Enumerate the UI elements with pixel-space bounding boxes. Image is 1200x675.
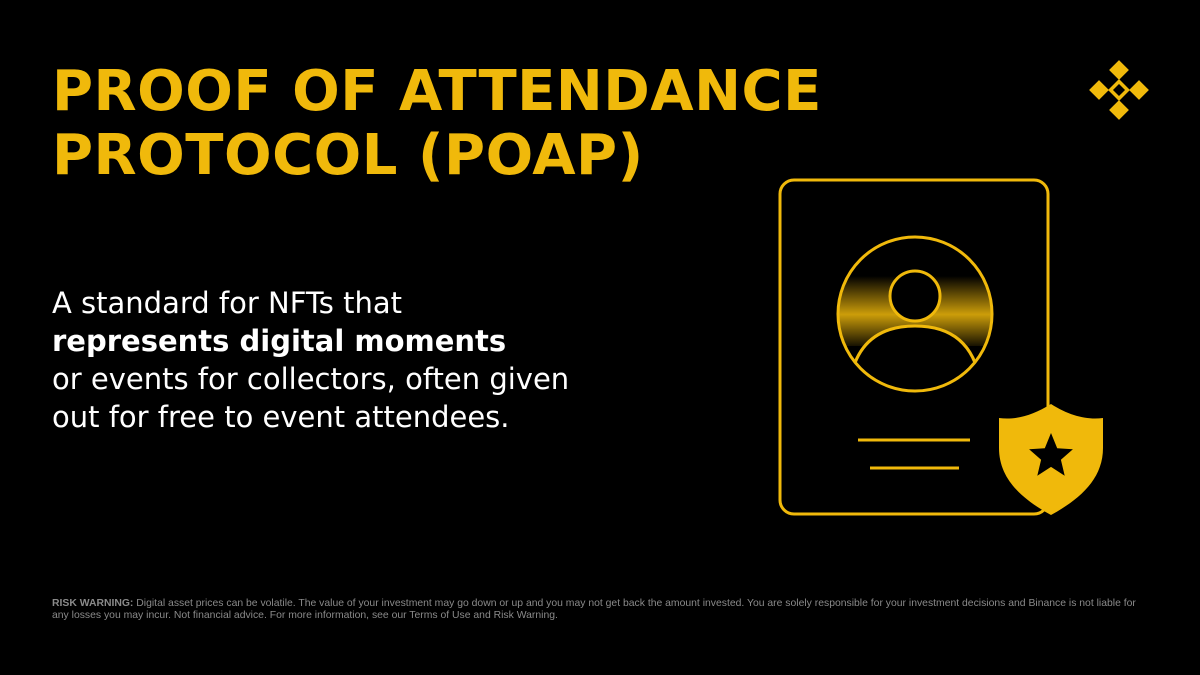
description: A standard for NFTs that represents digi… (52, 284, 692, 436)
risk-warning-text: Digital asset prices can be volatile. Th… (52, 598, 1136, 621)
description-line-1: A standard for NFTs that (52, 286, 402, 320)
page-title: PROOF OF ATTENDANCE PROTOCOL (POAP) (52, 60, 952, 188)
title-line-1: PROOF OF ATTENDANCE (52, 59, 822, 124)
description-line-3: or events for collectors, often given (52, 362, 570, 396)
risk-warning-label: RISK WARNING: (52, 598, 134, 609)
binance-logo-icon (1089, 60, 1149, 120)
poap-illustration (778, 178, 1103, 516)
shield-star-icon (999, 404, 1103, 515)
risk-warning: RISK WARNING: Digital asset prices can b… (52, 598, 1152, 622)
certificate-card-icon (778, 178, 1050, 516)
title-line-2: PROTOCOL (POAP) (52, 123, 644, 188)
description-line-4: out for free to event attendees. (52, 400, 510, 434)
description-highlight: represents digital moments (52, 324, 507, 358)
avatar-icon (836, 235, 994, 393)
